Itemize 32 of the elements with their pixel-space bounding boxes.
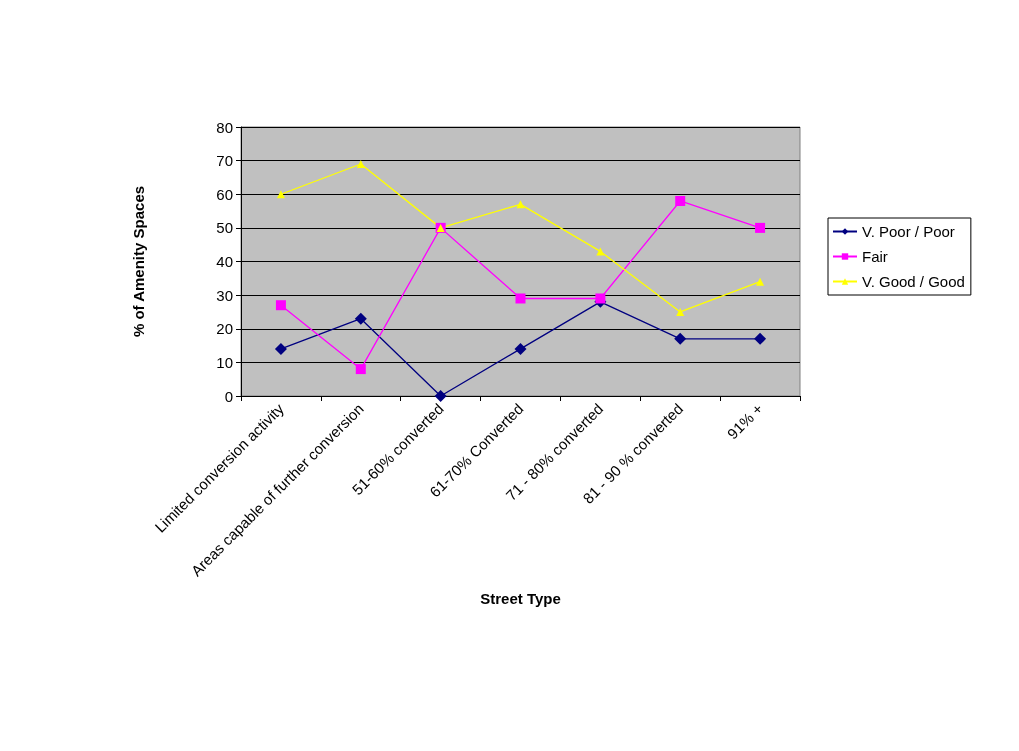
legend-label: V. Poor / Poor [862, 223, 955, 240]
point [754, 332, 767, 345]
legend-label: V. Good / Good [862, 273, 965, 290]
point [756, 277, 765, 286]
x-axis-title: Street Type [480, 590, 561, 607]
point [514, 342, 527, 355]
point [516, 200, 525, 209]
point [595, 293, 606, 304]
y-tick-label: 30 [216, 286, 233, 304]
point [674, 332, 687, 345]
y-tick-label: 10 [216, 353, 233, 371]
y-tick-label: 50 [216, 219, 233, 237]
point [515, 293, 526, 304]
legend-label: Fair [862, 248, 888, 265]
y-tick-label: 70 [216, 152, 233, 170]
y-tick-label: 60 [216, 185, 233, 203]
point [755, 222, 766, 233]
y-tick-label: 40 [216, 253, 233, 270]
point [676, 307, 685, 316]
point [276, 190, 285, 199]
point [434, 390, 447, 402]
y-tick-label: 80 [216, 118, 233, 136]
y-tick-label: 20 [216, 320, 233, 338]
point [354, 312, 367, 325]
point [356, 159, 365, 168]
point [274, 342, 287, 355]
y-tick-label: 0 [224, 387, 233, 405]
point [275, 300, 286, 311]
point [675, 195, 686, 206]
x-tick-label: 91% + [723, 399, 767, 443]
y-axis-title: % of Amenity Spaces [130, 185, 147, 338]
point [355, 364, 366, 375]
